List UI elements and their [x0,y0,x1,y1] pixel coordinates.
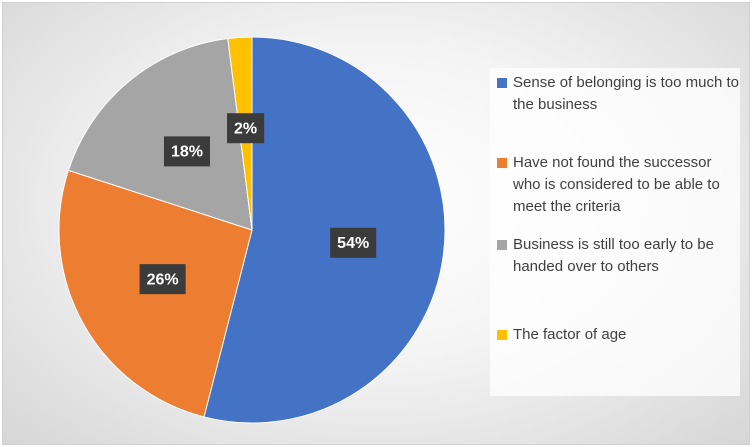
legend-entry: Sense of belonging is too much to the bu… [497,72,743,116]
data-label: 2% [234,120,257,137]
legend-swatch [497,240,507,250]
legend-label: The factor of age [513,326,627,343]
pie-slice [203,36,446,424]
data-label-box [139,264,186,295]
data-label-box [163,136,210,167]
data-label-box [227,113,265,144]
legend-swatch [497,78,507,88]
legend-swatch [497,330,507,340]
legend-label: Business is still too early to be handed… [513,236,714,275]
data-label: 54% [337,235,369,252]
pie-slice [67,37,253,231]
legend-swatch [497,158,507,168]
data-label: 26% [147,271,179,288]
data-label-box [330,227,377,258]
legend-entry: Have not found the successor who is cons… [497,152,743,218]
data-label: 18% [171,144,203,161]
legend-entry: Business is still too early to be handed… [497,234,743,278]
legend-label: Have not found the successor who is cons… [513,154,720,215]
legend-entry: The factor of age [497,324,743,346]
legend-label: Sense of belonging is too much to the bu… [513,74,739,113]
legend: Sense of belonging is too much to the bu… [490,68,740,396]
